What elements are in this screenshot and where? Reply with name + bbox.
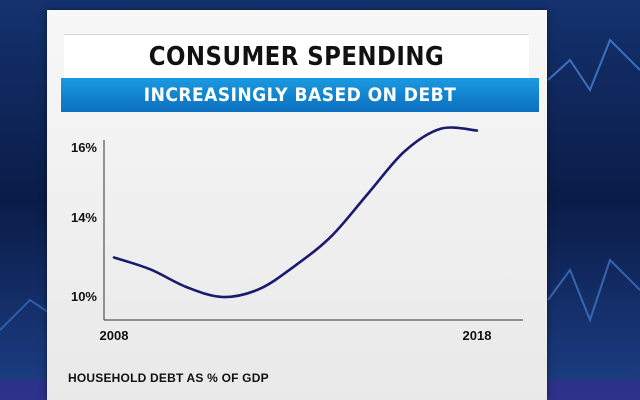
x-tick-label: 2018	[463, 328, 492, 343]
title-bar: CONSUMER SPENDING	[64, 34, 529, 81]
y-tick-label: 14%	[71, 210, 97, 225]
chart-subtitle: INCREASINGLY BASED ON DEBT	[143, 84, 457, 106]
series-line	[112, 126, 479, 299]
y-tick-label: 16%	[71, 140, 97, 155]
source-label: HOUSEHOLD DEBT AS % OF GDP	[68, 371, 269, 385]
chart-title: CONSUMER SPENDING	[148, 42, 445, 72]
y-tick-label: 10%	[71, 289, 97, 304]
subtitle-bar: INCREASINGLY BASED ON DEBT	[61, 78, 539, 112]
line-chart: 10% 14% 16% 2008 2018	[71, 126, 523, 343]
x-tick-label: 2008	[100, 328, 129, 343]
chart-panel: CONSUMER SPENDING INCREASINGLY BASED ON …	[47, 10, 547, 400]
